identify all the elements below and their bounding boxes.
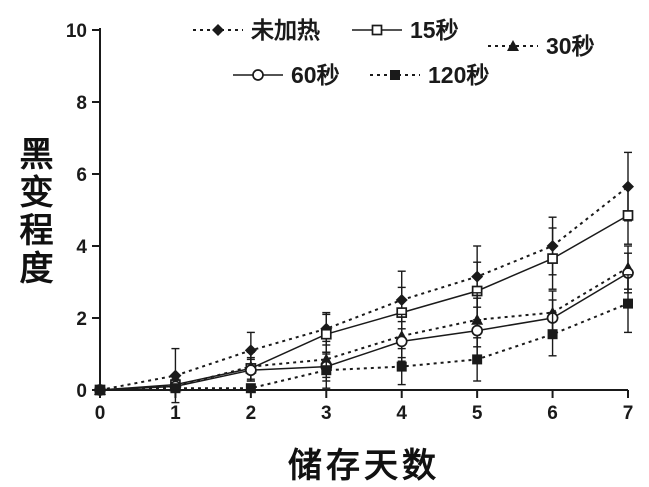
legend-label: 未加热: [251, 17, 320, 43]
open-square-marker-icon: [622, 210, 634, 221]
filled-square-marker-icon: [472, 354, 483, 365]
open-circle-marker-icon: [252, 69, 264, 81]
y-tick-label: 8: [76, 93, 87, 114]
legend: 未加热 15秒 30秒 60秒 120秒: [193, 17, 595, 88]
x-tick-label: 3: [321, 403, 332, 424]
y-tick-label: 4: [76, 237, 87, 258]
legend-item-4: 120秒: [370, 62, 489, 88]
filled-square-marker-icon: [170, 383, 181, 394]
x-tick-label: 0: [95, 403, 106, 424]
filled-square-marker-icon: [321, 365, 332, 376]
series-line: [99, 266, 629, 391]
x-tick-label: 7: [623, 403, 634, 424]
filled-square-marker-icon: [623, 298, 633, 309]
open-circle-marker-icon: [245, 364, 257, 377]
y-tick-label: 0: [76, 381, 87, 402]
open-square-marker-icon: [371, 24, 383, 36]
filled-square-marker-icon: [547, 329, 558, 340]
open-circle-marker-icon: [395, 335, 408, 348]
plot-area: 0 2 4 6 8 10 0 1 2 3 4 5 6 7: [66, 21, 634, 424]
x-tick-label: 4: [396, 403, 407, 424]
series-line: [99, 214, 629, 391]
legend-label: 120秒: [428, 62, 489, 88]
filled-square-marker-icon: [95, 385, 105, 395]
y-tick-label: 6: [76, 165, 87, 186]
series-line: [99, 302, 629, 391]
x-tick-label: 1: [170, 403, 181, 424]
y-tick-label: 2: [76, 309, 87, 330]
filled-square-marker-icon: [245, 383, 256, 394]
legend-item-1: 15秒: [352, 17, 459, 43]
x-tick-label: 5: [472, 403, 483, 424]
legend-label: 60秒: [291, 62, 340, 88]
open-circle-marker-icon: [471, 324, 483, 337]
x-axis-label: 储存天数: [288, 447, 440, 485]
legend-item-2: 30秒: [488, 33, 595, 59]
x-tick-label: 2: [246, 403, 257, 424]
legend-item-3: 60秒: [233, 62, 340, 88]
open-square-marker-icon: [320, 328, 332, 340]
y-tick-label: 10: [66, 21, 87, 42]
open-square-marker-icon: [547, 253, 558, 264]
diamond-marker-icon: [212, 24, 224, 36]
series-4: [95, 274, 633, 395]
triangle-marker-icon: [507, 40, 519, 51]
x-tick-label: 6: [547, 403, 558, 424]
y-axis-label: 黑变程度: [14, 136, 52, 288]
series-line: [99, 272, 629, 391]
legend-label: 15秒: [410, 17, 459, 43]
legend-label: 30秒: [546, 33, 595, 59]
filled-square-marker-icon: [396, 361, 407, 372]
series-line: [99, 185, 629, 391]
filled-square-marker-icon: [390, 70, 400, 80]
diamond-marker-icon: [244, 344, 257, 357]
legend-item-0: 未加热: [193, 17, 320, 43]
